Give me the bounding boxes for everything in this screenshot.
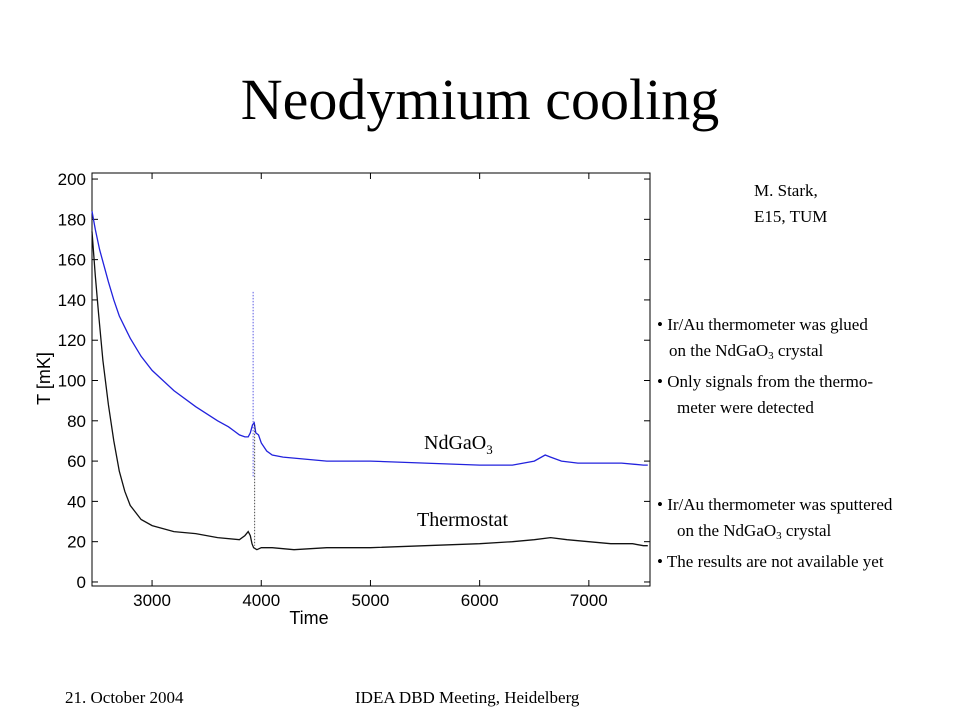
series-label-ndgao3: NdGaO3 [424, 432, 493, 457]
author-name: M. Stark, [754, 181, 818, 200]
x-tick-label: 7000 [570, 591, 608, 610]
series-label-thermostat: Thermostat [417, 509, 509, 531]
notes-sputtered: • Ir/Au thermometer was sputtered on the… [657, 492, 892, 575]
series-line [91, 231, 648, 551]
note-line: • Ir/Au thermometer was sputtered [657, 492, 892, 518]
x-tick-label: 4000 [242, 591, 280, 610]
note-text: meter were detected [677, 398, 814, 417]
y-tick-label: 200 [58, 170, 86, 189]
x-tick-label: 3000 [133, 591, 171, 610]
y-tick-label: 60 [67, 452, 86, 471]
y-tick-label: 0 [77, 573, 86, 592]
note-subscript: 3 [776, 530, 782, 542]
note-line: • The results are not available yet [657, 549, 892, 575]
note-text: on the NdGaO [669, 341, 769, 360]
plot-frame [91, 172, 651, 587]
y-tick-label: 20 [67, 533, 86, 552]
author-affiliation: E15, TUM [754, 207, 828, 226]
x-tick-label: 6000 [461, 591, 499, 610]
note-text: on the NdGaO [677, 521, 777, 540]
y-tick-label: 140 [58, 291, 86, 310]
y-tick-label: 180 [58, 210, 86, 229]
note-text: crystal [773, 341, 824, 360]
y-axis-label: T [mK] [34, 352, 54, 405]
author-credit: M. Stark, E15, TUM [754, 178, 827, 230]
note-text: crystal [781, 521, 832, 540]
note-text: • The results are not available yet [657, 552, 884, 571]
y-tick-label: 160 [58, 251, 86, 270]
note-line: on the NdGaO3 crystal [657, 338, 873, 369]
note-text: • Ir/Au thermometer was glued [657, 315, 868, 334]
y-tick-label: 100 [58, 372, 86, 391]
note-line: meter were detected [657, 395, 873, 421]
footer-date: 21. October 2004 [65, 688, 184, 707]
note-line: • Only signals from the thermo- [657, 369, 873, 395]
note-text: • Ir/Au thermometer was sputtered [657, 495, 893, 514]
note-line: • Ir/Au thermometer was glued [657, 312, 873, 338]
slide-title: Neodymium cooling [240, 67, 720, 132]
notes-glued: • Ir/Au thermometer was glued on the NdG… [657, 312, 873, 421]
y-tick-label: 80 [67, 412, 86, 431]
note-text: • Only signals from the thermo- [657, 372, 874, 391]
x-axis-label: Time [289, 608, 328, 628]
y-tick-label: 120 [58, 331, 86, 350]
footer-event: IDEA DBD Meeting, Heidelberg [355, 688, 580, 707]
x-tick-label: 5000 [352, 591, 390, 610]
y-tick-label: 40 [67, 492, 86, 511]
series-line [91, 211, 648, 466]
note-subscript: 3 [768, 350, 774, 362]
note-line: on the NdGaO3 crystal [657, 518, 892, 549]
